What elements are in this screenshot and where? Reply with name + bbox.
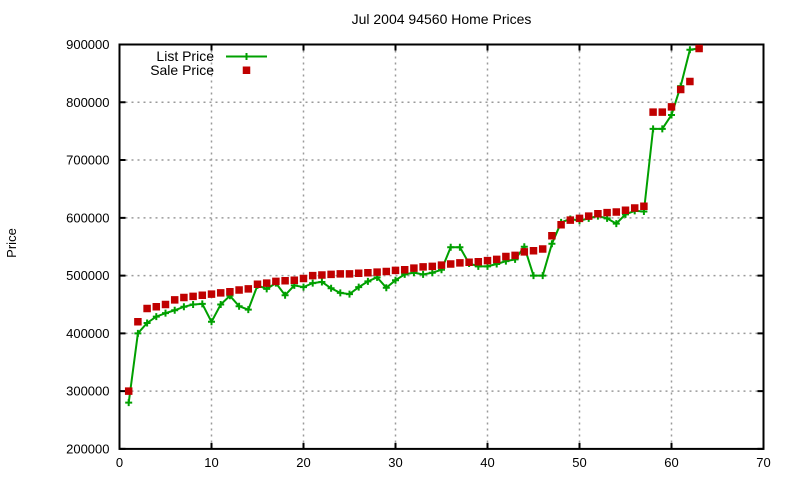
y-axis-title: Price: [4, 228, 19, 258]
legend-plus-marker-icon: [243, 53, 250, 60]
legend-label-list-price: List Price: [156, 48, 214, 64]
y-tick-label: 800000: [66, 95, 109, 110]
x-tick-label: 0: [116, 455, 123, 470]
x-tick-label: 30: [388, 455, 402, 470]
y-tick-label: 300000: [66, 384, 109, 399]
legend: List Price Sale Price: [150, 48, 267, 78]
x-tick-label: 20: [296, 455, 310, 470]
y-tick-label: 400000: [66, 326, 109, 341]
x-tick-label: 70: [756, 455, 770, 470]
x-tick-label: 40: [480, 455, 494, 470]
plot-area: 200000 300000 400000 500000 600000 700000 8000…: [66, 37, 771, 470]
x-tick-label: 50: [572, 455, 586, 470]
chart-title: Jul 2004 94560 Home Prices: [352, 11, 532, 27]
grid-lines-horizontal: [119, 101, 764, 392]
x-tick-label: 60: [664, 455, 678, 470]
grid-lines-vertical: [210, 44, 673, 449]
y-tick-label: 200000: [66, 441, 109, 456]
plot-border: [118, 43, 765, 450]
legend-label-sale-price: Sale Price: [150, 62, 214, 78]
axis-tick-marks: [118, 43, 765, 450]
y-tick-label: 900000: [66, 37, 109, 52]
y-tick-label: 700000: [66, 153, 109, 168]
y-tick-label: 600000: [66, 210, 109, 225]
legend-square-marker-icon: [242, 66, 251, 74]
y-tick-label: 500000: [66, 268, 109, 283]
x-tick-label: 10: [204, 455, 218, 470]
